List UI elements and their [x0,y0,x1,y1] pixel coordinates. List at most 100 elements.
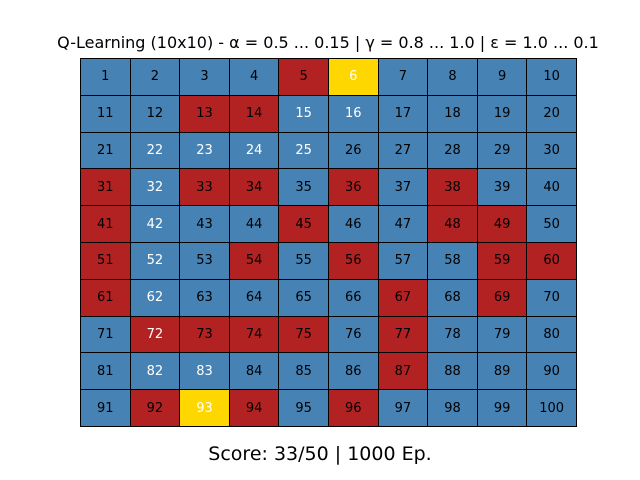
grid-cell: 49 [477,206,527,242]
grid-cell: 36 [328,169,378,206]
grid-cell: 93 [180,390,229,426]
grid-cell: 80 [527,316,576,353]
grid-cell: 16 [328,95,378,132]
grid-cell: 4 [229,59,279,95]
grid-cell: 55 [279,242,328,279]
grid-cell: 20 [527,95,576,132]
grid-cell: 92 [130,390,180,426]
grid-cell: 40 [527,169,576,206]
grid-cell: 100 [527,390,576,426]
grid-cell: 29 [477,132,527,169]
grid-cell: 46 [328,206,378,242]
grid-cell: 95 [279,390,328,426]
grid-cell: 60 [527,242,576,279]
grid-cell: 59 [477,242,527,279]
grid-cell: 72 [130,316,180,353]
grid-cell: 22 [130,132,180,169]
grid-cell: 7 [378,59,428,95]
grid-cell: 34 [229,169,279,206]
grid-cell: 15 [279,95,328,132]
grid-cell: 86 [328,353,378,390]
grid-cell: 26 [328,132,378,169]
grid-cell: 21 [81,132,130,169]
grid-cell: 74 [229,316,279,353]
grid-cell: 13 [180,95,229,132]
grid-cell: 84 [229,353,279,390]
grid-cell: 23 [180,132,229,169]
grid-cell: 75 [279,316,328,353]
grid-cell: 30 [527,132,576,169]
grid-cell: 12 [130,95,180,132]
grid-cell: 61 [81,279,130,316]
grid-cell: 52 [130,242,180,279]
grid-cell: 91 [81,390,130,426]
grid-cell: 77 [378,316,428,353]
grid-cell: 41 [81,206,130,242]
grid-cell: 99 [477,390,527,426]
grid-cell: 82 [130,353,180,390]
grid-cell: 19 [477,95,527,132]
grid-cell: 51 [81,242,130,279]
grid-cell: 67 [378,279,428,316]
grid-cell: 3 [180,59,229,95]
grid-cell: 9 [477,59,527,95]
grid-cell: 14 [229,95,279,132]
grid-cell: 17 [378,95,428,132]
grid-cell: 70 [527,279,576,316]
grid-cell: 48 [428,206,477,242]
game-title: Q-Learning (10x10) - α = 0.5 ... 0.15 | … [57,33,599,52]
grid-cell: 71 [81,316,130,353]
grid-cell: 50 [527,206,576,242]
grid-cell: 32 [130,169,180,206]
grid-cell: 65 [279,279,328,316]
grid-cell: 85 [279,353,328,390]
grid-cell: 37 [378,169,428,206]
grid-cell: 98 [428,390,477,426]
grid-cell: 27 [378,132,428,169]
grid-cell: 54 [229,242,279,279]
grid-cell: 10 [527,59,576,95]
grid-cell: 43 [180,206,229,242]
grid-cell: 87 [378,353,428,390]
grid-cell: 68 [428,279,477,316]
grid-cell: 58 [428,242,477,279]
grid-cell: 66 [328,279,378,316]
grid-cell: 76 [328,316,378,353]
grid-cell: 44 [229,206,279,242]
grid-cell: 69 [477,279,527,316]
grid-cell: 31 [81,169,130,206]
grid-cell: 35 [279,169,328,206]
grid-cell: 56 [328,242,378,279]
grid-cell: 39 [477,169,527,206]
grid-cell: 18 [428,95,477,132]
grid-cell: 63 [180,279,229,316]
grid-cell: 62 [130,279,180,316]
grid-cell: 53 [180,242,229,279]
grid-cell: 47 [378,206,428,242]
grid-cell: 96 [328,390,378,426]
grid-cell: 2 [130,59,180,95]
grid-cell: 25 [279,132,328,169]
grid-cell: 90 [527,353,576,390]
grid-cell: 42 [130,206,180,242]
grid-cell: 64 [229,279,279,316]
grid-cell: 45 [279,206,328,242]
grid-cell: 79 [477,316,527,353]
grid-cell: 94 [229,390,279,426]
grid-cell: 8 [428,59,477,95]
grid-cell: 78 [428,316,477,353]
grid-cell: 73 [180,316,229,353]
grid-cell: 28 [428,132,477,169]
grid-cell: 57 [378,242,428,279]
grid-cell: 83 [180,353,229,390]
grid-cell: 97 [378,390,428,426]
grid-cell: 89 [477,353,527,390]
grid-cell: 24 [229,132,279,169]
grid-cell: 38 [428,169,477,206]
q-learning-grid: 1 2 3 4 5 6 7 8 9 10 11 12 13 14 15 16 17 18 19 20 21 22 23 24 2… [80,58,577,427]
grid-cell: 81 [81,353,130,390]
grid-cell: 88 [428,353,477,390]
grid-cell: 11 [81,95,130,132]
score-label: Score: 33/50 | 1000 Ep. [208,443,432,465]
grid-cell: 33 [180,169,229,206]
